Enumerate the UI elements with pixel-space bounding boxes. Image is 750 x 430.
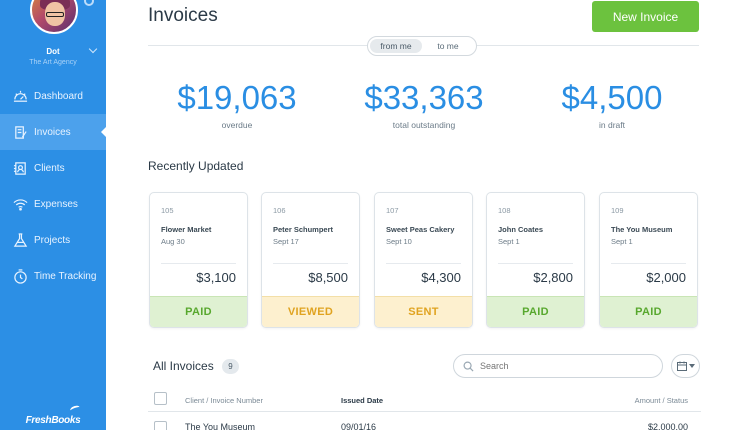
clock-icon (12, 268, 28, 284)
sidebar-item-label: Projects (34, 234, 71, 246)
dashboard-icon (12, 88, 28, 104)
column-issued-date[interactable]: Issued Date (341, 396, 384, 405)
search-icon (463, 361, 474, 372)
row-checkbox[interactable] (154, 421, 167, 430)
invoice-client: The You Museum (611, 225, 673, 234)
brand-leaf-icon (69, 404, 81, 414)
sidebar-item-label: Expenses (34, 198, 78, 210)
invoice-number: 105 (161, 206, 174, 215)
clients-icon (12, 160, 28, 176)
settings-icon[interactable] (84, 0, 94, 6)
invoice-client: Flower Market (161, 225, 212, 234)
search-box (453, 354, 663, 378)
invoice-client: Peter Schumpert (273, 225, 334, 234)
stat-label: overdue (221, 120, 253, 130)
invoice-card[interactable]: 107 Sweet Peas Cakery Sept 10 $4,300 SEN… (374, 192, 473, 328)
user-name: Dot (46, 47, 60, 56)
sidebar-nav: Dashboard Invoices Clients Expenses (0, 78, 106, 294)
invoice-number: 107 (386, 206, 399, 215)
invoice-amount: $2,800 (533, 270, 573, 285)
invoice-date: Aug 30 (161, 237, 185, 246)
toggle-from-me[interactable]: from me (370, 39, 422, 53)
invoice-date: Sept 1 (498, 237, 520, 246)
sidebar-item-projects[interactable]: Projects (0, 222, 106, 258)
invoice-number: 108 (498, 206, 511, 215)
sidebar-item-invoices[interactable]: Invoices (0, 114, 106, 150)
column-amount-status[interactable]: Amount / Status (634, 396, 688, 405)
stat-label: in draft (599, 120, 625, 130)
status-badge: PAID (487, 296, 584, 327)
card-divider (611, 263, 686, 264)
search-input[interactable] (480, 361, 650, 371)
invoice-date: Sept 1 (611, 237, 633, 246)
sidebar-item-expenses[interactable]: Expenses (0, 186, 106, 222)
status-badge: VIEWED (262, 296, 359, 327)
invoice-card[interactable]: 109 The You Museum Sept 1 $2,000 PAID (599, 192, 698, 328)
all-invoices-title: All Invoices (153, 359, 214, 373)
sidebar-item-dashboard[interactable]: Dashboard (0, 78, 106, 114)
sidebar-item-label: Dashboard (34, 90, 83, 102)
recently-updated-title: Recently Updated (148, 159, 244, 173)
invoice-date: Sept 17 (273, 237, 299, 246)
toggle-to-me[interactable]: to me (437, 41, 459, 51)
expenses-icon (12, 196, 28, 212)
invoice-count-badge: 9 (222, 359, 239, 374)
page-title: Invoices (148, 5, 218, 26)
stat-value: $19,063 (177, 79, 297, 116)
stat-total-outstanding[interactable]: $33,363 total outstanding (334, 79, 514, 131)
invoice-card[interactable]: 108 John Coates Sept 1 $2,800 PAID (486, 192, 585, 328)
card-divider (273, 263, 348, 264)
row-amount: $2,000.00 (647, 422, 688, 430)
sidebar-item-time-tracking[interactable]: Time Tracking (0, 258, 106, 294)
from-to-toggle: from me to me (367, 36, 477, 56)
calendar-icon (676, 361, 687, 371)
new-invoice-button[interactable]: New Invoice (592, 1, 699, 32)
invoice-card[interactable]: 105 Flower Market Aug 30 $3,100 PAID (149, 192, 248, 328)
column-client[interactable]: Client / Invoice Number (185, 396, 263, 405)
invoice-icon (12, 124, 28, 140)
invoice-amount: $8,500 (308, 270, 348, 285)
card-divider (161, 263, 236, 264)
invoice-client: John Coates (498, 225, 544, 234)
stat-label: total outstanding (392, 120, 456, 130)
avatar-glasses (46, 12, 64, 17)
stat-value: $4,500 (561, 79, 663, 116)
invoice-number: 109 (611, 206, 624, 215)
invoice-card[interactable]: 106 Peter Schumpert Sept 17 $8,500 VIEWE… (261, 192, 360, 328)
invoice-number: 106 (273, 206, 286, 215)
sidebar-item-clients[interactable]: Clients (0, 150, 106, 186)
row-client: The You Museum (185, 422, 256, 430)
card-divider (386, 263, 461, 264)
invoice-amount: $4,300 (421, 270, 461, 285)
sidebar-item-label: Time Tracking (34, 270, 97, 282)
stat-in-draft[interactable]: $4,500 in draft (522, 79, 702, 131)
user-org: The Art Agency (29, 59, 77, 66)
sidebar-item-label: Clients (34, 162, 65, 174)
date-filter-button[interactable] (671, 354, 700, 378)
avatar[interactable] (30, 0, 78, 34)
card-divider (498, 263, 573, 264)
status-badge: PAID (150, 296, 247, 327)
invoice-amount: $3,100 (196, 270, 236, 285)
sidebar-item-label: Invoices (34, 126, 71, 138)
row-issued-date: 09/01/16 (341, 422, 377, 430)
table-row[interactable]: The You Museum 09/01/16 $2,000.00 (148, 413, 701, 430)
stat-overdue[interactable]: $19,063 overdue (147, 79, 327, 131)
table-header: Client / Invoice Number Issued Date Amou… (148, 390, 701, 412)
invoice-date: Sept 10 (386, 237, 412, 246)
select-all-checkbox[interactable] (154, 392, 167, 405)
status-badge: SENT (375, 296, 472, 327)
invoice-amount: $2,000 (646, 270, 686, 285)
status-badge: PAID (600, 296, 697, 327)
projects-icon (12, 232, 28, 248)
stat-value: $33,363 (364, 79, 484, 116)
brand-logo: FreshBooks (25, 415, 81, 426)
invoice-client: Sweet Peas Cakery (386, 225, 455, 234)
avatar-face (45, 2, 65, 26)
caret-down-icon (688, 364, 695, 368)
sidebar: Dot The Art Agency Dashboard Invoices C (0, 0, 106, 430)
